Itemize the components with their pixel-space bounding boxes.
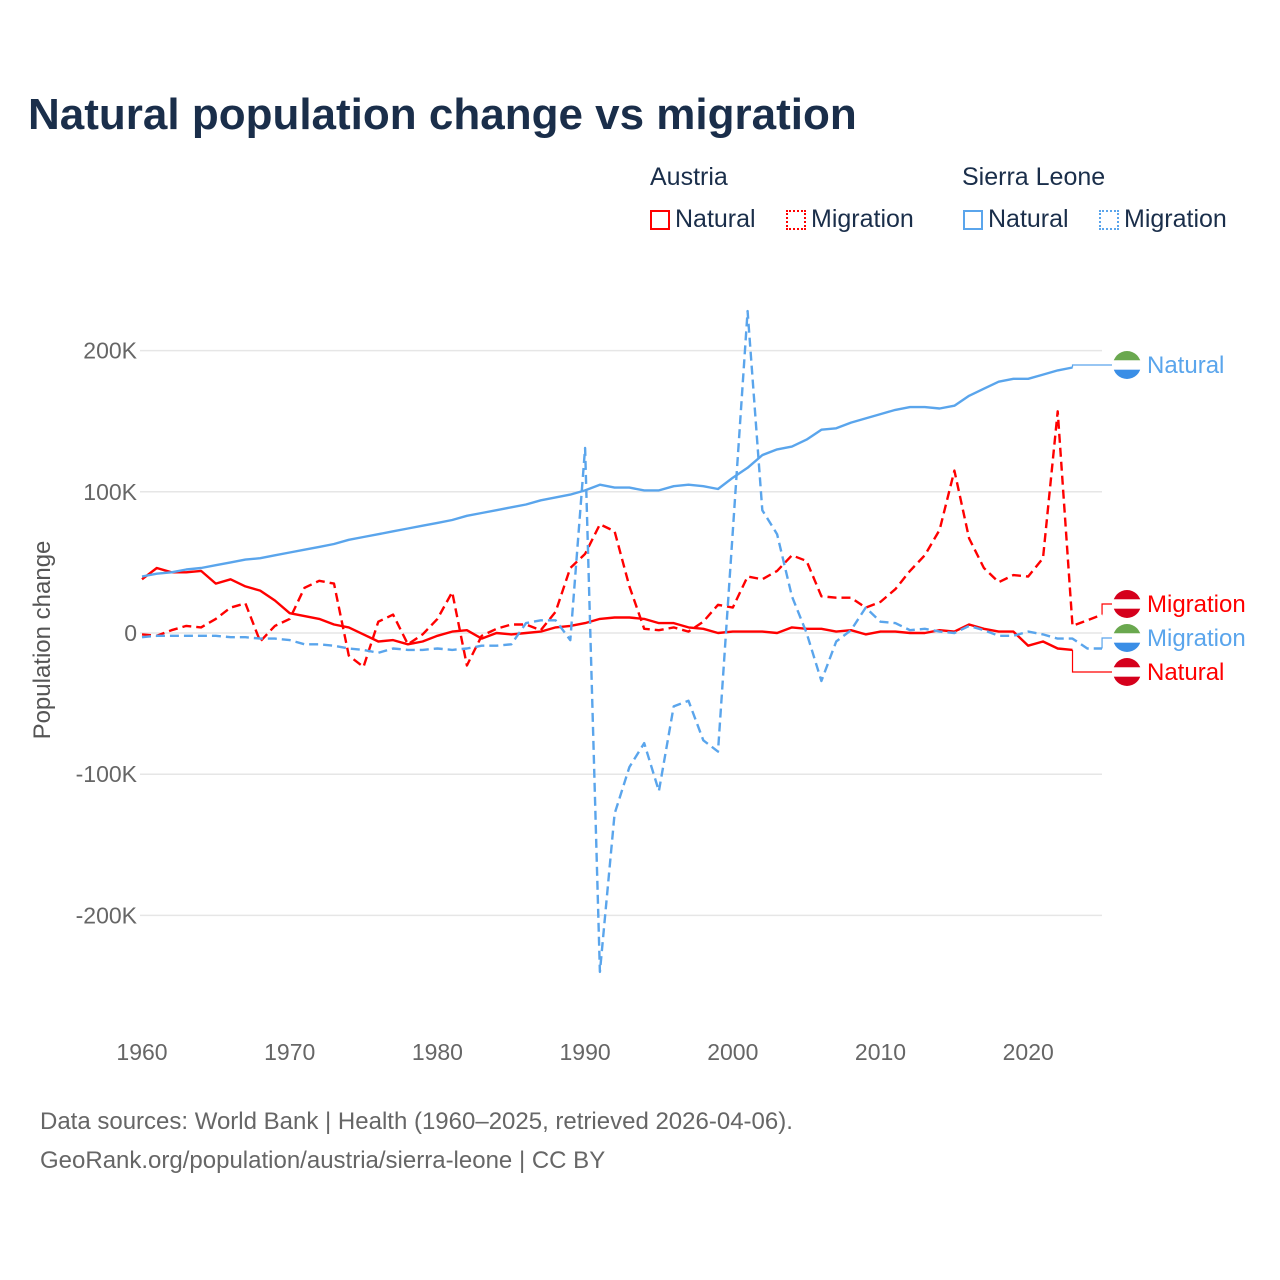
legend-swatch-dotted: [1099, 209, 1119, 230]
austria-flag-icon: [1113, 590, 1141, 618]
y-tick-label: 200K: [83, 338, 137, 364]
legend-group-austria: Austria: [650, 163, 728, 191]
x-tick-label: 1990: [560, 1039, 611, 1065]
series-line-austria-migration[interactable]: [141, 410, 1103, 669]
end-label-leader: [1101, 637, 1112, 649]
legend-austria-natural[interactable]: Natural: [650, 205, 756, 234]
legend-swatch-solid: [963, 209, 983, 230]
sierra-leone-flag-icon: [1113, 624, 1141, 652]
y-tick-label: 0: [124, 620, 137, 646]
source-line-2[interactable]: GeoRank.org/population/austria/sierra-le…: [40, 1147, 606, 1174]
chart-title: Natural population change vs migration: [28, 90, 857, 139]
y-tick-label: -200K: [76, 902, 138, 928]
series-line-sierra-leone-migration[interactable]: [141, 309, 1102, 974]
austria-flag-icon: [1113, 658, 1141, 686]
end-label-leader: [1101, 603, 1112, 615]
x-tick-label: 2020: [1003, 1039, 1054, 1065]
x-tick-label: 1980: [412, 1039, 463, 1065]
legend-group-sierra-leone: Sierra Leone: [962, 163, 1106, 191]
end-label: Migration: [1147, 591, 1246, 618]
x-tick-label: 1970: [264, 1039, 315, 1065]
legend-label: Migration: [811, 205, 914, 233]
legend-swatch-solid: [650, 209, 670, 230]
series-line-sierra-leone-natural[interactable]: [141, 366, 1073, 578]
end-label: Migration: [1147, 625, 1246, 652]
y-axis-label: Population change: [29, 541, 56, 740]
end-label-leader: [1071, 649, 1112, 673]
y-tick-label: -100K: [76, 761, 138, 787]
sierra-leone-flag-icon: [1113, 351, 1141, 379]
legend-sierra-leone-natural[interactable]: Natural: [963, 205, 1069, 234]
x-tick-label: 1960: [116, 1039, 167, 1065]
end-label-leader: [1071, 364, 1112, 368]
source-line-1: Data sources: World Bank | Health (1960–…: [40, 1108, 793, 1135]
legend-sierra-leone-migration[interactable]: Migration: [1099, 205, 1227, 234]
x-tick-label: 2000: [707, 1039, 758, 1065]
legend-austria-migration[interactable]: Migration: [786, 205, 914, 234]
legend-label: Natural: [988, 205, 1069, 233]
legend-label: Migration: [1124, 205, 1227, 233]
x-tick-label: 2010: [855, 1039, 906, 1065]
end-label: Natural: [1147, 659, 1224, 686]
legend-swatch-dotted: [786, 209, 806, 230]
y-tick-label: 100K: [83, 479, 137, 505]
legend-label: Natural: [675, 205, 756, 233]
series-line-austria-natural[interactable]: [141, 566, 1073, 652]
end-label: Natural: [1147, 352, 1224, 379]
